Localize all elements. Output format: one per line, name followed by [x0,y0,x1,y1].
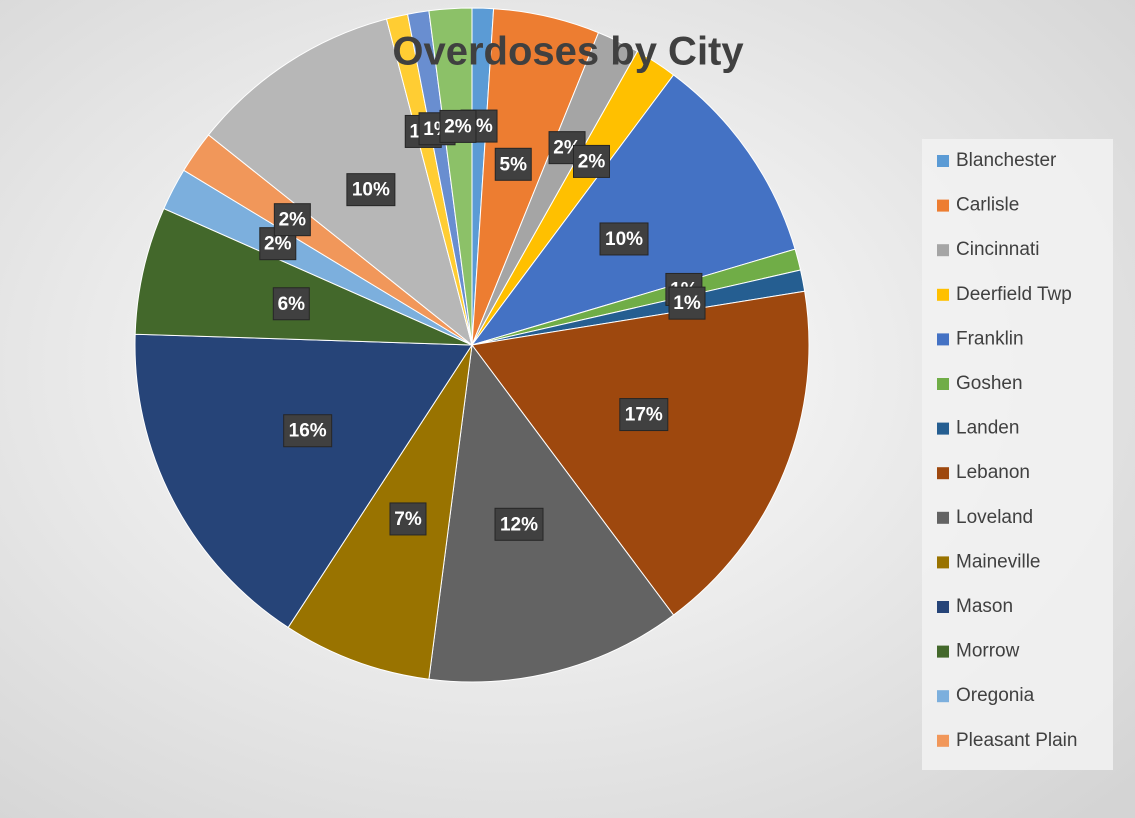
pie-slice [134,207,473,346]
data-label: 1% [673,293,701,314]
legend-label: Franklin [956,328,1024,349]
legend-label: Pleasant Plain [956,730,1077,751]
data-label-box [273,203,311,237]
data-label: 6% [278,294,306,315]
legend-swatch [937,288,949,301]
pie-slice [428,343,675,683]
legend-swatch [937,244,949,257]
data-label-box [619,398,669,432]
data-label-group: 6% [272,287,310,321]
legend-swatch [937,734,949,747]
data-label: 10% [605,229,643,250]
pie-slice [287,344,473,680]
legend-label: Carlisle [956,195,1019,216]
data-label-group: 7% [389,502,427,536]
legend-label: Loveland [956,507,1033,528]
data-label: 2% [444,116,472,137]
data-label-group: 10% [599,222,649,256]
legend-label: Landen [956,418,1019,439]
legend-swatch [937,199,949,212]
pie-slice [207,18,473,347]
pie-slice [471,290,810,616]
legend-label: Oregonia [956,685,1035,706]
data-label: 5% [500,154,528,175]
data-label-box [599,222,649,256]
legend-box [922,139,1113,770]
data-label-group: 12% [494,507,544,541]
legend: Blanchester Carlisle Cincinnati Deerfield T… [937,150,1077,751]
legend-label: Deerfield Twp [956,284,1072,305]
legend-swatch [937,467,949,480]
data-label-box [283,414,333,448]
data-label: 2% [578,151,606,172]
data-label: 2% [279,210,307,231]
data-label: 17% [625,405,663,426]
data-label-box [346,173,396,207]
legend-swatch [937,556,949,569]
data-label-box [494,147,532,181]
data-label-box [272,287,310,321]
data-label-box [439,109,477,143]
legend-swatch [937,511,949,524]
data-label-box [572,144,610,178]
legend-swatch [937,378,949,390]
data-label-box [494,507,544,541]
legend-swatch [937,422,949,435]
data-label-group: 1% [668,286,706,320]
data-label-group: 10% [346,173,396,207]
data-label-group: 16% [283,414,333,448]
legend-label: Blanchester [956,150,1057,171]
legend-swatch [937,333,949,346]
data-label: 16% [289,421,327,442]
data-label-group: 2% [439,109,477,143]
data-label-box [668,286,706,320]
legend-label: Goshen [956,373,1023,394]
data-label: 2% [264,234,292,255]
data-label: 12% [500,514,538,535]
data-label-group: 17% [619,398,669,432]
data-label-group: 2% [273,203,311,237]
legend-label: Mason [956,596,1013,617]
data-label-box [389,502,427,536]
legend-swatch [937,645,949,658]
legend-label: Morrow [956,641,1020,662]
pie [134,7,810,683]
legend-swatch [937,155,949,167]
data-label: 7% [394,509,422,530]
data-label-group: 2% [572,144,610,178]
pie-slice [428,7,473,346]
data-label-group: 5% [494,147,532,181]
pie-slice [134,333,473,629]
chart-title: Overdoses by City [392,30,744,74]
legend-label: Lebanon [956,462,1030,483]
data-labels: 1%5%2%2%10%1%1%17%12%7%16%6%2%2%10%1%1%2… [259,109,706,541]
legend-label: Maineville [956,551,1040,572]
data-label: 10% [352,180,390,201]
legend-swatch [937,601,949,613]
pie-slice [470,74,796,346]
legend-swatch [937,690,949,703]
legend-label: Cincinnati [956,239,1039,260]
